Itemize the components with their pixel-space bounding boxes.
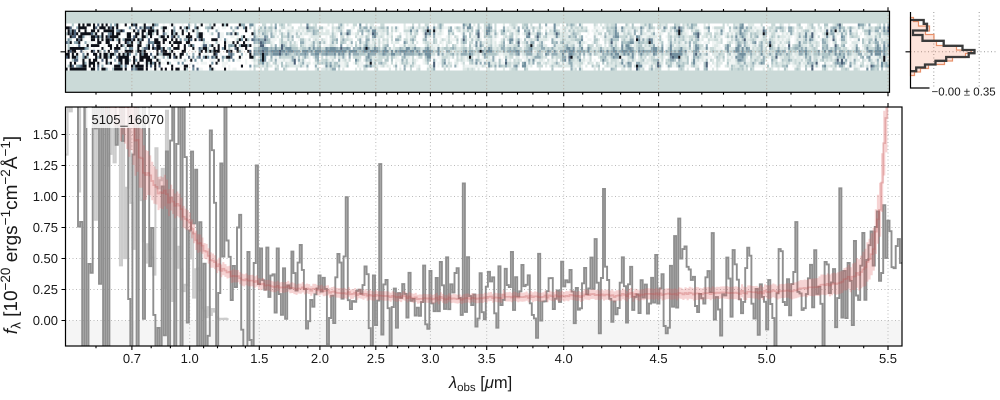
svg-text:1.5: 1.5 [250, 351, 268, 366]
svg-text:5105_16070: 5105_16070 [92, 112, 164, 127]
svg-text:λobs [μm]: λobs [μm] [448, 374, 512, 394]
svg-text:4.5: 4.5 [650, 351, 668, 366]
svg-text:2.0: 2.0 [311, 351, 329, 366]
svg-text:5.0: 5.0 [758, 351, 776, 366]
svg-text:4.0: 4.0 [555, 351, 573, 366]
svg-text:0.75: 0.75 [33, 220, 58, 235]
svg-text:−0.00 ± 0.35: −0.00 ± 0.35 [932, 87, 996, 99]
svg-text:fλ [10−20 ergs−1cm−2Å−1]: fλ [10−20 ergs−1cm−2Å−1] [0, 136, 24, 334]
svg-text:2.5: 2.5 [367, 351, 385, 366]
svg-text:3.0: 3.0 [421, 351, 439, 366]
svg-text:0.25: 0.25 [33, 282, 58, 297]
svg-text:0.7: 0.7 [123, 351, 141, 366]
svg-text:1.00: 1.00 [33, 189, 58, 204]
svg-text:3.5: 3.5 [478, 351, 496, 366]
svg-text:1.0: 1.0 [181, 351, 199, 366]
svg-text:5.5: 5.5 [879, 351, 897, 366]
svg-text:1.25: 1.25 [33, 158, 58, 173]
svg-text:0.50: 0.50 [33, 251, 58, 266]
svg-text:1.50: 1.50 [33, 127, 58, 142]
svg-text:0.00: 0.00 [33, 313, 58, 328]
